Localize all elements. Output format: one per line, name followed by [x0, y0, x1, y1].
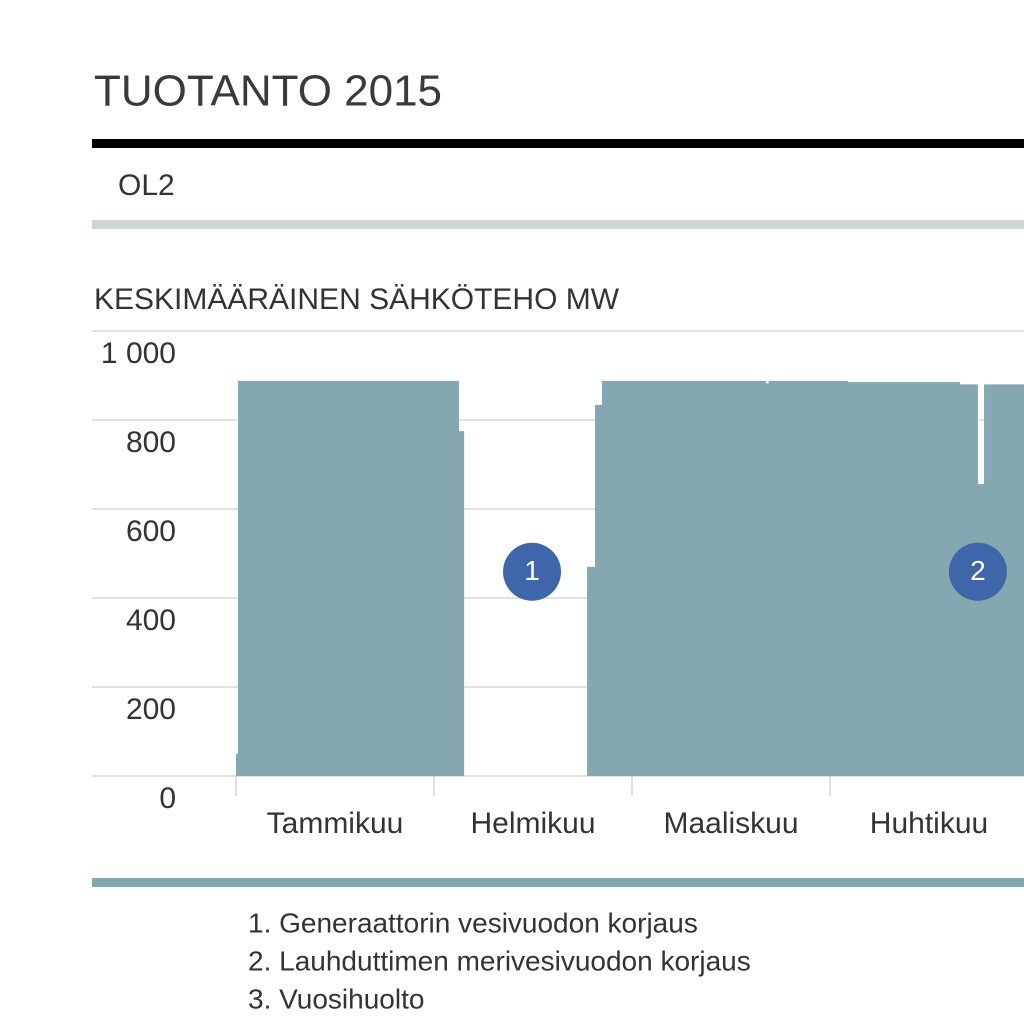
subtitle: OL2 [118, 169, 175, 202]
y-tick-label: 200 [126, 693, 176, 726]
note: 3. Vuosihuolto [248, 983, 424, 1014]
y-axis-label: KESKIMÄÄRÄINEN SÄHKÖTEHO MW [94, 283, 620, 316]
x-tick-label: Maaliskuu [663, 807, 798, 840]
y-tick-label: 1 000 [101, 337, 176, 370]
title-rule [92, 139, 1024, 148]
title: TUOTANTO 2015 [94, 67, 442, 116]
y-tick-label: 0 [159, 782, 176, 815]
note: 2. Lauhduttimen merivesivuodon korjaus [248, 945, 751, 976]
y-tick-label: 800 [126, 426, 176, 459]
annotation-label: 2 [970, 555, 986, 586]
x-tick-label: Helmikuu [470, 807, 595, 840]
x-tick-label: Huhtikuu [870, 807, 988, 840]
annotation-label: 1 [524, 555, 540, 586]
footer-rule [92, 878, 1024, 887]
annotation-marker [948, 542, 1007, 601]
y-tick-label: 600 [126, 515, 176, 548]
x-tick-label: Tammikuu [267, 807, 404, 840]
y-tick-label: 400 [126, 604, 176, 637]
production-area [236, 380, 1024, 776]
subtitle-rule [92, 220, 1024, 229]
notes: 1. Generaattorin vesivuodon korjaus 2. La… [248, 907, 751, 1014]
annotation-marker [503, 542, 562, 601]
note: 1. Generaattorin vesivuodon korjaus [248, 907, 698, 938]
